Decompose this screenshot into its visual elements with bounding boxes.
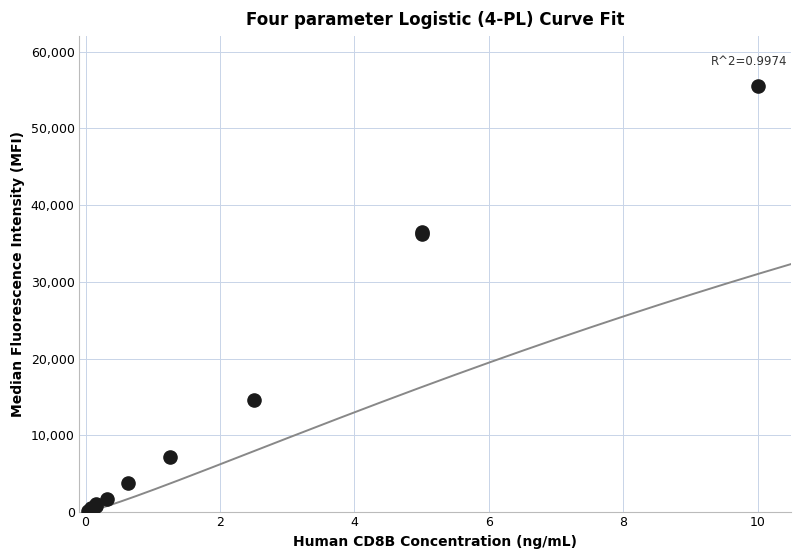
Title: Four parameter Logistic (4-PL) Curve Fit: Four parameter Logistic (4-PL) Curve Fit bbox=[246, 11, 625, 29]
Point bbox=[100, 494, 113, 503]
X-axis label: Human CD8B Concentration (ng/mL): Human CD8B Concentration (ng/mL) bbox=[293, 535, 577, 549]
Point bbox=[82, 507, 95, 516]
Point bbox=[121, 478, 134, 487]
Y-axis label: Median Fluorescence Intensity (MFI): Median Fluorescence Intensity (MFI) bbox=[11, 131, 25, 417]
Point bbox=[90, 502, 103, 511]
Point bbox=[415, 230, 428, 239]
Point bbox=[751, 82, 764, 91]
Point bbox=[84, 504, 97, 513]
Point bbox=[247, 395, 260, 404]
Text: R^2=0.9974: R^2=0.9974 bbox=[710, 55, 787, 68]
Point bbox=[90, 500, 103, 508]
Point bbox=[163, 452, 176, 461]
Point bbox=[415, 227, 428, 236]
